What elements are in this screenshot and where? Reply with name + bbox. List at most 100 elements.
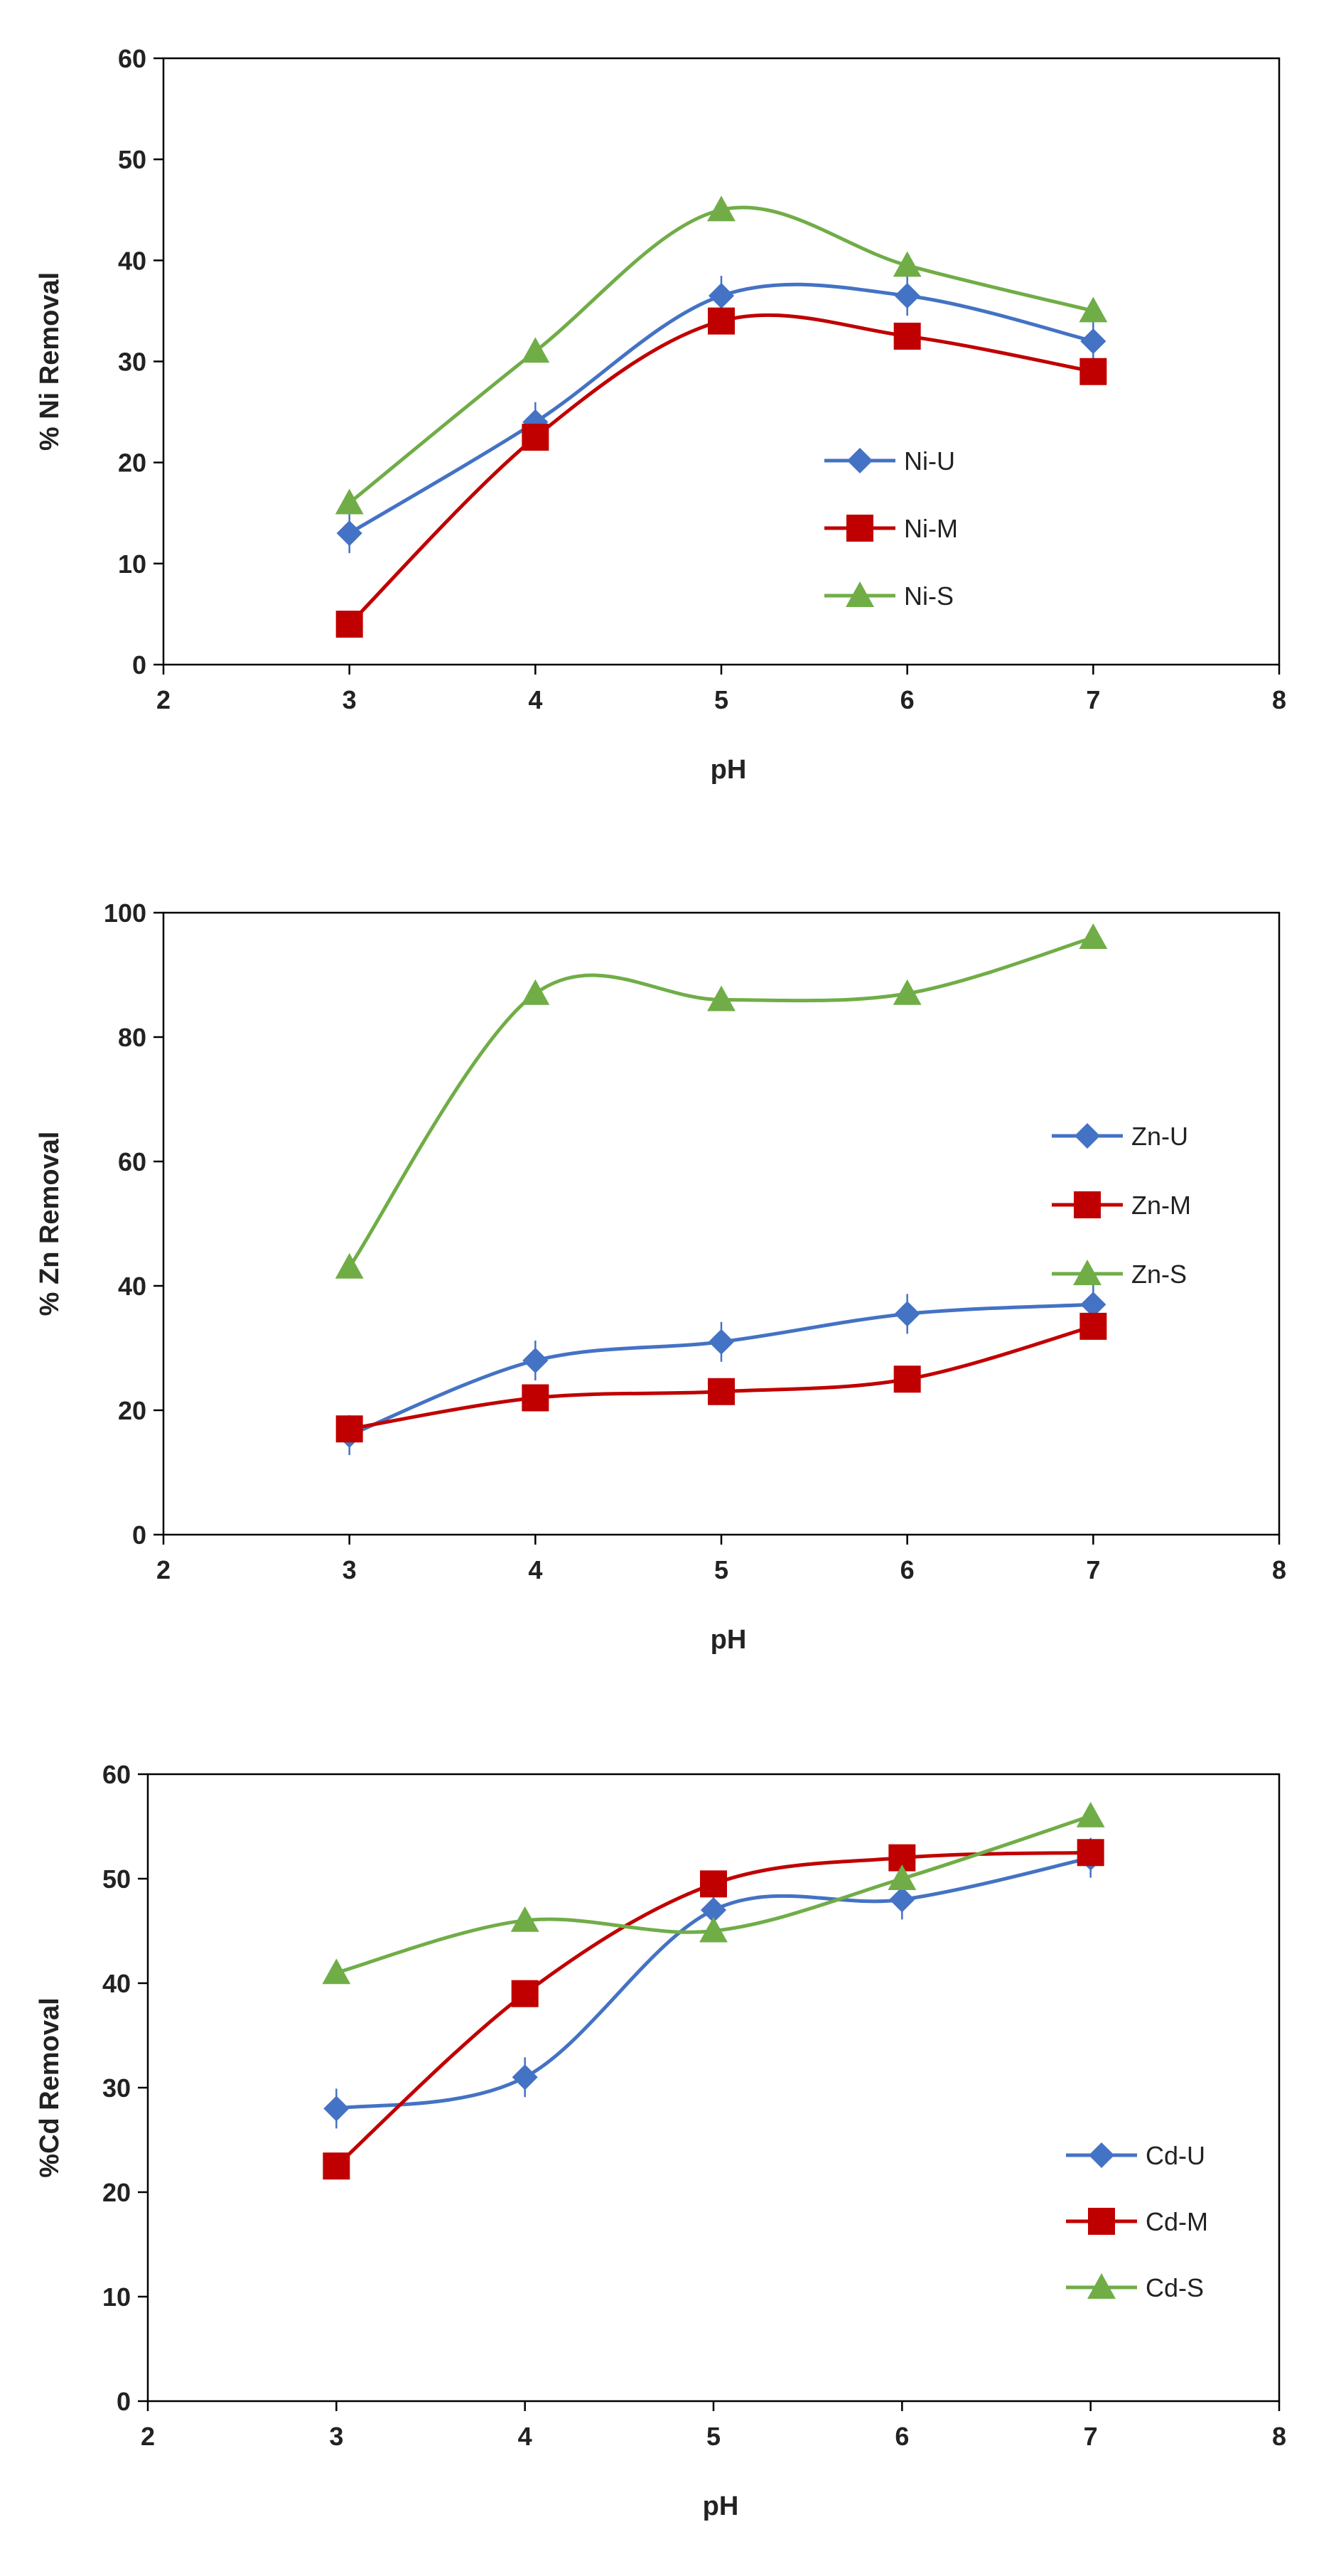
data-point-ni-m	[893, 322, 921, 350]
data-point-cd-m	[700, 1870, 727, 1898]
data-point-zn-s	[893, 979, 922, 1005]
x-tick-label: 8	[1272, 685, 1286, 714]
plot-frame	[162, 57, 1281, 666]
x-axis-label: pH	[711, 1625, 747, 1655]
x-tick-label: 3	[343, 1555, 357, 1584]
y-tick-label: 60	[118, 1147, 146, 1176]
y-tick-label: 100	[104, 898, 146, 928]
zn-removal-chart: 0 20 40 60 80 100 2 3 4 5 6 7 8 pH % Zn Removal Zn-U Zn-…	[35, 898, 1286, 1655]
y-tick-label: 0	[117, 2387, 131, 2416]
x-tick-label: 8	[1272, 1555, 1286, 1584]
y-tick-label: 60	[102, 1760, 131, 1789]
y-tick-label: 10	[102, 2282, 131, 2312]
y-tick-label: 40	[118, 1272, 146, 1301]
x-tick-label: 6	[900, 1555, 915, 1584]
legend-marker-zn-u	[1074, 1122, 1101, 1149]
data-point-ni-s	[335, 488, 364, 515]
data-point-ni-s	[707, 195, 736, 222]
x-tick-label: 7	[1086, 1555, 1100, 1584]
x-tick-label: 7	[1084, 2422, 1098, 2451]
legend-label-cd-u: Cd-U	[1146, 2141, 1205, 2170]
x-tick-label: 6	[895, 2422, 909, 2451]
y-axis-label: %Cd Removal	[35, 1997, 65, 2177]
y-tick-label: 20	[118, 449, 146, 478]
plot-frame	[146, 1773, 1281, 2403]
data-point-zn-m	[335, 1415, 363, 1443]
data-point-zn-m	[893, 1365, 921, 1393]
data-point-zn-m	[708, 1378, 735, 1405]
legend-label-zn-u: Zn-U	[1131, 1122, 1188, 1151]
data-point-ni-m	[708, 307, 735, 335]
data-point-cd-s	[1076, 1801, 1105, 1828]
legend-label-zn-m: Zn-M	[1131, 1191, 1191, 1220]
data-point-cd-s	[888, 1864, 917, 1890]
y-tick-label: 80	[118, 1023, 146, 1052]
x-tick-label: 4	[528, 685, 542, 714]
legend-marker-zn-m	[1074, 1191, 1101, 1218]
y-tick-label: 50	[102, 1864, 131, 1894]
x-tick-label: 5	[714, 1555, 728, 1584]
legend-label-cd-s: Cd-S	[1146, 2273, 1204, 2302]
x-tick-label: 3	[329, 2422, 343, 2451]
data-point-cd-s	[699, 1916, 728, 1943]
legend: Ni-U Ni-M Ni-S	[824, 446, 958, 611]
y-tick-label: 0	[132, 650, 146, 680]
legend-marker-zn-s	[1073, 1260, 1102, 1285]
data-point-ni-m	[522, 424, 549, 451]
legend-label-cd-m: Cd-M	[1146, 2207, 1208, 2236]
x-tick-label: 8	[1272, 2422, 1286, 2451]
y-tick-label: 30	[102, 2073, 131, 2103]
x-tick-label: 5	[706, 2422, 721, 2451]
x-tick-label: 2	[156, 1555, 171, 1584]
legend-label-ni-m: Ni-M	[904, 514, 958, 543]
data-point-cd-s	[322, 1958, 351, 1985]
y-axis-label: % Zn Removal	[35, 1132, 65, 1316]
legend-label-zn-s: Zn-S	[1131, 1260, 1187, 1289]
x-tick-label: 2	[156, 685, 171, 714]
x-axis-label: pH	[711, 755, 747, 785]
data-point-zn-s	[335, 1252, 364, 1279]
data-point-cd-m	[1077, 1839, 1104, 1867]
data-point-zn-s	[1079, 923, 1108, 949]
series-line-zn-s	[348, 935, 1094, 1269]
data-point-zn-m	[522, 1384, 549, 1412]
y-tick-label: 40	[118, 246, 146, 275]
y-tick-label: 0	[132, 1520, 146, 1550]
data-point-cd-s	[510, 1906, 539, 1932]
data-point-ni-s	[1079, 296, 1108, 323]
legend-marker-ni-u	[846, 447, 873, 474]
x-tick-label: 4	[518, 2422, 532, 2451]
legend-marker-cd-m	[1088, 2208, 1115, 2235]
x-tick-label: 3	[343, 685, 357, 714]
x-tick-label: 2	[141, 2422, 155, 2451]
legend-marker-cd-s	[1087, 2273, 1116, 2299]
x-tick-label: 7	[1086, 685, 1100, 714]
legend-label-ni-u: Ni-U	[904, 446, 955, 476]
data-point-cd-m	[323, 2152, 350, 2180]
legend-marker-ni-s	[846, 581, 874, 607]
data-point-zn-m	[1079, 1312, 1107, 1340]
legend: Cd-U Cd-M Cd-S	[1066, 2141, 1208, 2302]
y-tick-label: 10	[118, 549, 146, 579]
y-tick-label: 40	[102, 1969, 131, 1998]
x-axis-label: pH	[703, 2491, 739, 2521]
y-tick-label: 20	[102, 2178, 131, 2207]
x-tick-label: 4	[528, 1555, 542, 1584]
data-point-zn-s	[707, 985, 736, 1011]
legend-label-ni-s: Ni-S	[904, 581, 954, 611]
data-point-ni-m	[335, 611, 363, 638]
y-tick-label: 60	[118, 44, 146, 73]
x-tick-label: 6	[900, 685, 915, 714]
y-tick-label: 50	[118, 145, 146, 174]
series-line-ni-s	[348, 205, 1094, 505]
legend-marker-ni-m	[846, 515, 873, 542]
x-tick-label: 5	[714, 685, 728, 714]
data-point-cd-m	[511, 1980, 539, 2007]
data-point-ni-m	[1079, 358, 1107, 385]
y-tick-label: 30	[118, 348, 146, 377]
y-tick-label: 20	[118, 1396, 146, 1425]
y-axis-label: % Ni Removal	[35, 272, 65, 451]
